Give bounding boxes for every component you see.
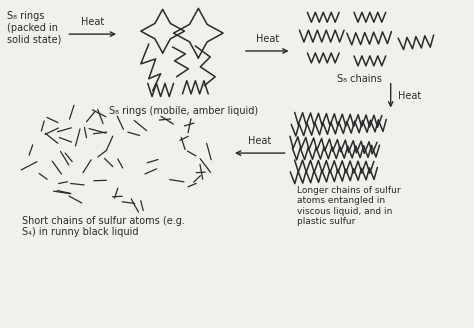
Text: S₈ chains: S₈ chains — [337, 74, 382, 84]
Text: Heat: Heat — [255, 34, 279, 44]
Text: S₈ rings
(packed in
solid state): S₈ rings (packed in solid state) — [7, 11, 61, 45]
Text: Short chains of sulfur atoms (e.g.
S₄) in runny black liquid: Short chains of sulfur atoms (e.g. S₄) i… — [22, 215, 185, 237]
Text: Heat: Heat — [81, 17, 104, 27]
Text: Heat: Heat — [248, 136, 272, 146]
Text: S₈ rings (mobile, amber liquid): S₈ rings (mobile, amber liquid) — [109, 107, 258, 116]
Text: Heat: Heat — [398, 91, 421, 101]
Text: Longer chains of sulfur
atoms entangled in
viscous liquid, and in
plastic sulfur: Longer chains of sulfur atoms entangled … — [298, 186, 401, 226]
